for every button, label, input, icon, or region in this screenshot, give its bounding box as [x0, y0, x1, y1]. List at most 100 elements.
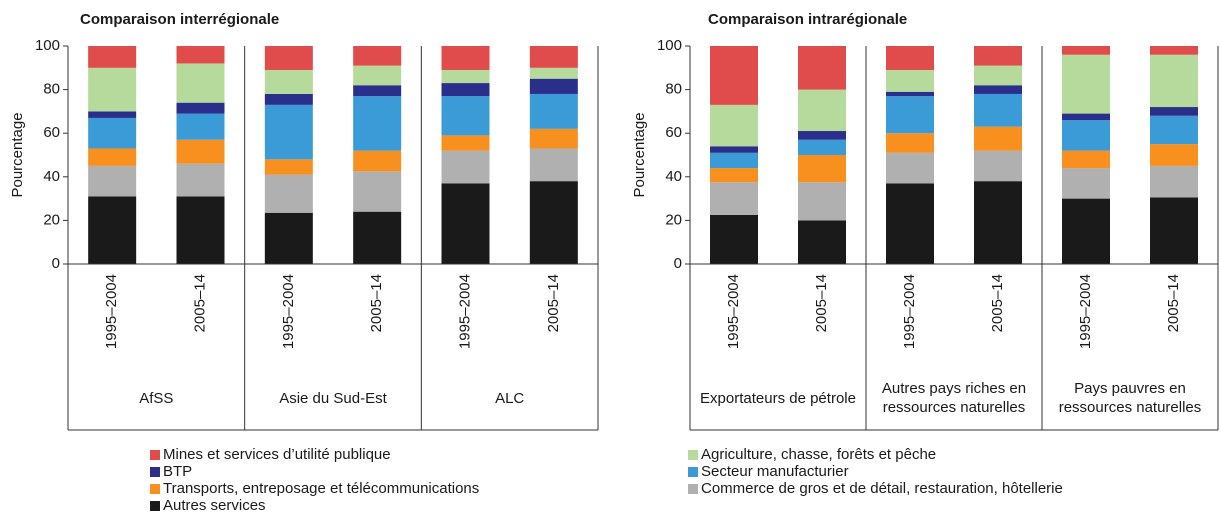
- bar-segment: [441, 96, 490, 136]
- bar-segment: [441, 150, 490, 184]
- bar-segment: [353, 211, 402, 264]
- legend-label: Secteur manufacturier: [701, 463, 849, 480]
- bar-segment: [88, 67, 137, 112]
- x-tick-label: 2005–14: [1165, 274, 1182, 332]
- y-axis-label: Pourcentage: [9, 112, 26, 197]
- bar-segment: [529, 181, 578, 264]
- y-tick-label: 80: [43, 81, 60, 98]
- x-tick-label: 1995–2004: [280, 274, 297, 349]
- legend-label: BTP: [163, 463, 192, 480]
- legend-swatch: [150, 450, 160, 460]
- bar-segment: [1062, 54, 1110, 114]
- y-tick-label: 80: [665, 81, 682, 98]
- legend-swatch: [688, 484, 698, 494]
- bar-segment: [176, 102, 225, 114]
- x-tick-label: 1995–2004: [1077, 274, 1094, 349]
- bar-segment: [1150, 165, 1198, 198]
- y-tick-label: 60: [43, 124, 60, 141]
- bar-segment: [886, 152, 934, 184]
- bar-segment: [798, 182, 846, 221]
- y-tick-label: 0: [674, 255, 682, 272]
- bar-segment: [529, 78, 578, 94]
- y-tick-label: 20: [665, 211, 682, 228]
- bar-segment: [710, 104, 758, 147]
- bar-segment: [1062, 150, 1110, 169]
- bar-segment: [264, 212, 313, 264]
- legend-label: Mines et services d’utilité publique: [163, 446, 391, 463]
- legend-label: Autres services: [163, 497, 266, 514]
- bar-segment: [441, 83, 490, 97]
- bar-segment: [88, 165, 137, 197]
- x-tick-label: 2005–14: [368, 274, 385, 332]
- bar-segment: [710, 152, 758, 169]
- group-label: Asie du Sud-Est: [279, 389, 387, 407]
- group-label: Autres pays riches en ressources naturel…: [881, 380, 1027, 416]
- bar-segment: [176, 113, 225, 140]
- group-label: Pays pauvres en ressources naturelles: [1058, 380, 1202, 416]
- x-tick-label: 1995–2004: [103, 274, 120, 349]
- bar-segment: [441, 69, 490, 84]
- legend-swatch: [150, 467, 160, 477]
- bar-segment: [1150, 144, 1198, 166]
- bar-segment: [176, 163, 225, 197]
- bar-segment: [798, 89, 846, 132]
- y-tick-label: 100: [657, 37, 682, 54]
- group-label: ALC: [495, 389, 525, 407]
- bar-segment: [88, 196, 137, 264]
- bar-segment: [710, 168, 758, 183]
- bar-segment: [1062, 113, 1110, 121]
- bar-segment: [886, 69, 934, 92]
- bar-segment: [529, 46, 578, 68]
- x-tick-label: 1995–2004: [456, 274, 473, 349]
- bar-segment: [1150, 107, 1198, 116]
- bar-segment: [1150, 197, 1198, 264]
- bar-segment: [353, 171, 402, 212]
- bar-segment: [710, 146, 758, 153]
- bar-segment: [710, 46, 758, 105]
- bar-segment: [974, 46, 1022, 66]
- bar-segment: [974, 85, 1022, 94]
- chart-title: Comparaison intrarégionale: [708, 11, 907, 28]
- bar-segment: [886, 133, 934, 153]
- bar-segment: [176, 63, 225, 103]
- legend-swatch: [688, 450, 698, 460]
- bar-segment: [798, 155, 846, 183]
- legend-label: Transports, entreposage et télécommunica…: [163, 480, 479, 497]
- bar-segment: [798, 131, 846, 140]
- x-tick-label: 1995–2004: [901, 274, 918, 349]
- y-tick-label: 40: [43, 168, 60, 185]
- x-tick-label: 1995–2004: [725, 274, 742, 349]
- bar-segment: [264, 46, 313, 70]
- x-tick-label: 2005–14: [989, 274, 1006, 332]
- bar-segment: [264, 104, 313, 160]
- bar-segment: [974, 150, 1022, 182]
- bar-segment: [353, 85, 402, 97]
- bar-segment: [264, 69, 313, 94]
- bar-segment: [886, 91, 934, 97]
- bar-segment: [974, 126, 1022, 151]
- legend-label: Agriculture, chasse, forêts et pêche: [701, 446, 936, 463]
- bar-segment: [176, 46, 225, 64]
- bar-segment: [1062, 120, 1110, 151]
- bar-segment: [1150, 54, 1198, 108]
- bar-segment: [974, 93, 1022, 127]
- bar-segment: [353, 96, 402, 151]
- bar-segment: [974, 65, 1022, 86]
- bar-segment: [798, 46, 846, 90]
- bar-segment: [441, 183, 490, 264]
- bar-segment: [529, 128, 578, 149]
- bar-segment: [798, 220, 846, 264]
- group-label: AfSS: [139, 389, 174, 407]
- legend-swatch: [150, 484, 160, 494]
- bar-segment: [886, 183, 934, 264]
- bar-segment: [441, 46, 490, 70]
- bar-segment: [264, 93, 313, 105]
- bar-segment: [529, 93, 578, 129]
- y-tick-label: 20: [43, 211, 60, 228]
- bar-segment: [1062, 46, 1110, 55]
- x-tick-label: 2005–14: [191, 274, 208, 332]
- bar-segment: [176, 196, 225, 264]
- bar-segment: [1150, 115, 1198, 145]
